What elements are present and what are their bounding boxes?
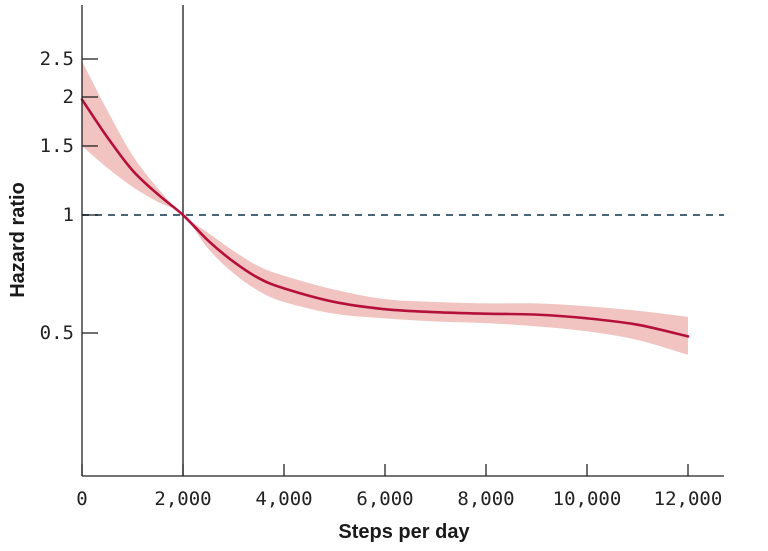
ticks: 0 2,000 4,000 6,000 8,000 10,000 12,000 0.5 1 1.5…	[40, 48, 723, 510]
x-tick-label: 2,000	[154, 488, 211, 510]
y-tick-label: 2	[63, 86, 74, 108]
x-tick-label: 10,000	[553, 488, 622, 510]
confidence-band-0	[82, 61, 688, 355]
x-tick-label: 12,000	[654, 488, 723, 510]
y-tick-label: 0.5	[40, 322, 74, 344]
x-tick-label: 6,000	[356, 488, 413, 510]
series-line-layer	[80, 98, 690, 338]
axes	[81, 5, 724, 477]
x-tick-label: 0	[76, 488, 87, 510]
x-tick-label: 4,000	[255, 488, 312, 510]
y-tick-label: 2.5	[40, 48, 74, 70]
y-axis-title: Hazard ratio	[7, 182, 29, 298]
x-tick-label: 8,000	[457, 488, 514, 510]
reference-lines	[82, 5, 724, 476]
confidence-band-layer	[82, 61, 688, 355]
y-tick-label: 1.5	[40, 135, 74, 157]
hazard-ratio-line-0	[80, 98, 690, 338]
y-tick-label: 1	[63, 204, 74, 226]
x-axis-title: Steps per day	[338, 521, 470, 543]
